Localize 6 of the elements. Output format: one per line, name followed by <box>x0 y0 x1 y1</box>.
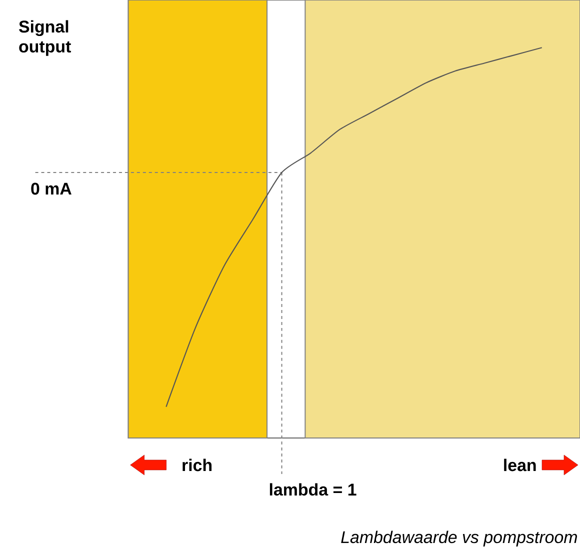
ref-line-label: 0 mA <box>31 182 72 195</box>
y-axis-title: Signal output <box>18 20 71 56</box>
text: rich <box>182 458 212 472</box>
text: Lambdawaarde vs pompstroom <box>341 530 577 546</box>
text: lean <box>504 458 536 472</box>
text: lambda = 1 <box>270 483 356 496</box>
